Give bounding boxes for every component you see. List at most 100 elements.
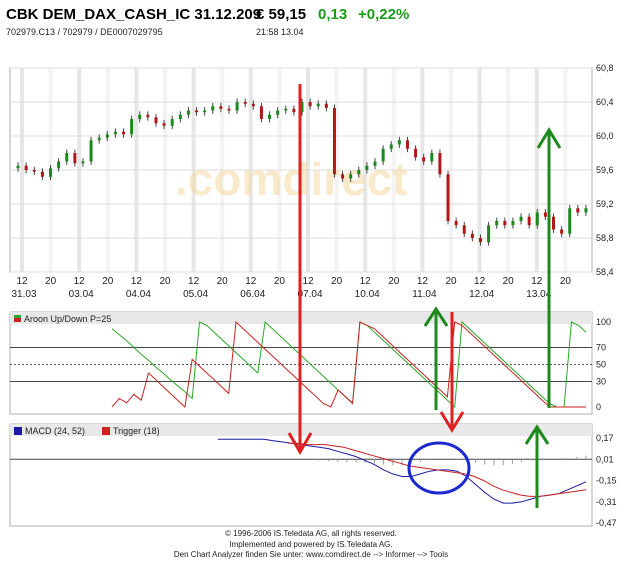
aroon-y-tick: 0: [596, 402, 601, 412]
candle-body: [259, 106, 263, 119]
aroon-y-tick: 30: [596, 377, 606, 387]
hour-tick-label: 20: [388, 276, 400, 287]
hour-tick-label: 20: [159, 276, 171, 287]
aroon-y-tick: 100: [596, 317, 611, 327]
macd-y-tick: -0,15: [596, 476, 617, 486]
instrument-ids: 702979.C13 / 702979 / DE0007029795: [6, 27, 163, 37]
candle-body: [130, 119, 134, 135]
candle-body: [430, 153, 434, 162]
hour-tick-label: 12: [245, 276, 257, 287]
red-arrow-left-head: [287, 432, 313, 455]
date-tick-label: 12.04: [469, 289, 494, 300]
candle-body: [203, 110, 207, 113]
date-tick-label: 07.04: [297, 289, 322, 300]
candle-body: [89, 140, 93, 162]
candle-body: [349, 174, 353, 179]
price-y-tick: 60,4: [596, 97, 614, 107]
red-arrow-right-head: [439, 411, 465, 433]
candle-body: [495, 221, 499, 226]
candle-body: [560, 229, 564, 234]
date-tick-label: 03.04: [69, 289, 94, 300]
annotations: [287, 84, 562, 508]
candle-body: [24, 165, 28, 170]
date-tick-label: 11.04: [412, 289, 437, 300]
hour-tick-label: 20: [45, 276, 57, 287]
aroon-y-tick: 70: [596, 343, 606, 353]
date-tick-label: 10.04: [355, 289, 380, 300]
macd-legend-swatch: [14, 427, 22, 435]
candle-body: [146, 114, 150, 118]
candle-body: [503, 221, 507, 226]
aroon-series-line: [111, 320, 586, 409]
watermark: .comdirect: [175, 153, 408, 205]
price-change-pct: +0,22%: [358, 6, 410, 23]
hour-tick-label: 12: [302, 276, 314, 287]
footer-analyzer-link: Den Chart Analyzer finden Sie unter: www…: [173, 550, 449, 559]
candle-body: [138, 114, 142, 119]
candle-body: [357, 170, 361, 175]
candle-body: [276, 110, 280, 115]
date-tick-label: 05.04: [183, 289, 208, 300]
candle-body: [81, 161, 85, 164]
candle-body: [422, 157, 426, 162]
candle-body: [32, 170, 36, 172]
date-tick-label: 31.03: [11, 289, 36, 300]
candle-body: [97, 137, 101, 141]
candle-body: [195, 110, 199, 113]
candle-body: [381, 148, 385, 162]
candle-body: [543, 212, 547, 217]
hour-tick-label: 20: [331, 276, 343, 287]
candle-body: [519, 216, 523, 221]
candle-body: [73, 153, 77, 164]
candle-body: [389, 144, 393, 149]
candle-body: [284, 108, 288, 111]
hour-tick-label: 12: [188, 276, 200, 287]
candle-body: [113, 131, 117, 135]
candle-body: [170, 119, 174, 126]
candle-body: [405, 140, 409, 149]
candle-body: [178, 114, 182, 119]
candle-body: [211, 106, 215, 111]
candle-body: [584, 208, 588, 213]
candle-body: [511, 221, 515, 226]
candle-body: [462, 225, 466, 234]
hour-tick-label: 20: [217, 276, 229, 287]
hour-tick-label: 12: [417, 276, 429, 287]
candle-body: [105, 134, 109, 138]
candle-body: [235, 102, 239, 111]
candle-body: [576, 208, 580, 213]
hour-tick-label: 20: [445, 276, 457, 287]
hour-tick-label: 12: [531, 276, 543, 287]
aroon-y-tick: 50: [596, 360, 606, 370]
price-y-tick: 58,8: [596, 233, 614, 243]
quote-header: CBK DEM_DAX_CASH_IC 31.12.209 € 59,15 0,…: [0, 0, 622, 60]
hour-tick-label: 20: [503, 276, 515, 287]
candle-body: [446, 174, 450, 221]
hour-tick-label: 12: [474, 276, 486, 287]
candle-body: [300, 102, 304, 113]
candle-body: [16, 165, 20, 169]
candle-body: [186, 110, 190, 115]
candle-body: [568, 208, 572, 234]
candle-body: [219, 106, 223, 109]
candle-body: [454, 221, 458, 226]
macd-y-tick: -0,31: [596, 497, 617, 507]
candle-body: [162, 123, 166, 126]
candle-body: [49, 168, 53, 177]
candle-body: [397, 140, 401, 145]
candle-body: [57, 161, 61, 169]
blue-crossover-circle: [407, 441, 471, 495]
candle-body: [438, 153, 442, 175]
candle-body: [292, 108, 296, 113]
hour-tick-label: 20: [102, 276, 114, 287]
aroon-legend-swatch-up: [14, 315, 21, 318]
green-arrow-price-head: [536, 127, 562, 149]
candle-body: [551, 216, 555, 230]
candle-body: [478, 238, 482, 243]
candle-body: [332, 107, 336, 175]
footer-copyright: © 1996-2006 IS.Teledata AG, all rights r…: [225, 529, 397, 538]
price-change: 0,13: [318, 6, 348, 23]
last-price: € 59,15: [256, 6, 307, 23]
price-y-tick: 60,8: [596, 63, 614, 73]
macd-y-tick: 0,01: [596, 454, 614, 464]
